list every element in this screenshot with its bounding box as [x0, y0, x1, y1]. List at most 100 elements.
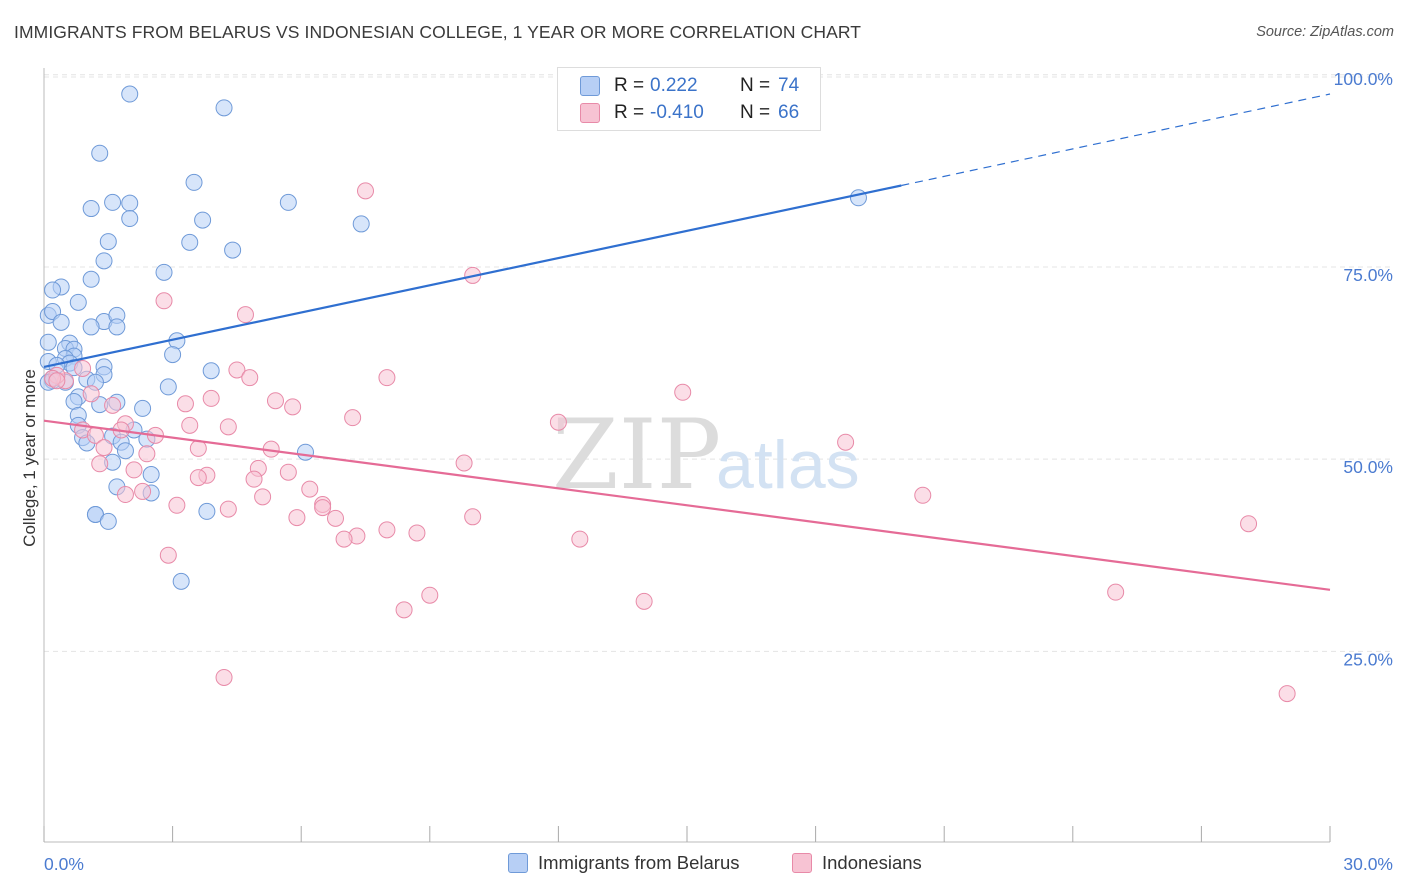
indonesian-point	[635, 592, 653, 610]
belarus-trend-line	[43, 184, 902, 368]
indonesian-point	[266, 392, 284, 410]
belarus-point	[39, 333, 57, 351]
indonesian-point	[1240, 515, 1258, 533]
belarus-point	[181, 233, 199, 251]
bottom-legend-label: Immigrants from Belarus	[538, 852, 740, 873]
belarus-point	[849, 189, 867, 207]
indonesian-point	[344, 409, 362, 427]
belarus-point	[159, 378, 177, 396]
indonesian-point	[395, 601, 413, 619]
pink-swatch-icon	[580, 103, 600, 123]
indonesian-point	[74, 359, 92, 377]
belarus-point	[296, 443, 314, 461]
belarus-point	[279, 193, 297, 211]
belarus-point	[91, 144, 109, 162]
belarus-point	[134, 399, 152, 417]
indonesian-point	[314, 499, 332, 517]
indonesian-trend-line	[43, 419, 1331, 591]
indonesian-point	[176, 395, 194, 413]
indonesian-point	[215, 668, 233, 686]
indonesian-point	[236, 306, 254, 324]
r-label: R =	[614, 102, 645, 123]
indonesian-point	[284, 398, 302, 416]
blue-swatch-icon	[508, 853, 528, 873]
indonesian-point	[837, 433, 855, 451]
belarus-point	[52, 313, 70, 331]
indonesian-point	[455, 454, 473, 472]
source-label: Source: ZipAtlas.com	[1256, 24, 1394, 40]
blue-swatch-icon	[580, 76, 600, 96]
bottom-legend-belarus: Immigrants from Belarus	[508, 852, 740, 874]
belarus-point	[164, 346, 182, 364]
watermark-atlas: atlas	[716, 427, 860, 503]
indonesian-point	[95, 439, 113, 457]
belarus-point	[224, 241, 242, 259]
belarus-point	[185, 173, 203, 191]
indonesian-point	[168, 496, 186, 514]
belarus-point	[172, 572, 190, 590]
belarus-point	[116, 442, 134, 460]
indonesian-point	[335, 530, 353, 548]
indonesian-point	[48, 372, 66, 390]
indonesian-point	[357, 182, 374, 200]
belarus-point	[202, 362, 220, 380]
indonesian-point	[104, 396, 122, 414]
belarus-point	[104, 193, 122, 211]
indonesian-point	[241, 369, 259, 387]
r-label: R =	[614, 75, 645, 96]
belarus-point	[82, 318, 100, 336]
indonesian-point	[1107, 583, 1125, 601]
y-tick-label: 75.0%	[1343, 265, 1393, 285]
indonesian-point	[202, 389, 220, 407]
pink-swatch-icon	[792, 853, 812, 873]
belarus-point	[142, 466, 160, 484]
bottom-legend-label: Indonesians	[822, 852, 922, 873]
belarus-point	[99, 512, 117, 530]
indonesian-point	[571, 530, 589, 548]
y-tick-label: 100.0%	[1334, 69, 1393, 89]
indonesian-point	[408, 524, 426, 542]
belarus-point	[198, 502, 216, 520]
watermark-zip: ZIP	[552, 399, 721, 511]
indonesian-point	[464, 508, 482, 526]
indonesian-point	[301, 480, 319, 498]
indonesian-point	[155, 292, 173, 310]
indonesian-point	[228, 361, 246, 379]
belarus-point	[352, 215, 370, 233]
belarus-point	[99, 233, 117, 251]
indonesian-point	[116, 486, 134, 504]
indonesian-point	[279, 463, 297, 481]
indonesian-point	[245, 470, 263, 488]
series-indonesians	[44, 182, 1296, 703]
indonesian-point	[125, 461, 143, 479]
y-tick-label: 50.0%	[1343, 457, 1393, 477]
indonesian-point	[1278, 685, 1296, 703]
indonesian-point	[326, 509, 344, 527]
chart-title: IMMIGRANTS FROM BELARUS VS INDONESIAN CO…	[14, 22, 862, 42]
x-tick-label: 30.0%	[1343, 854, 1393, 874]
n-value: 66	[778, 102, 800, 123]
y-axis-label: College, 1 year or more	[20, 369, 39, 547]
belarus-point	[108, 318, 126, 336]
legend-row-indonesians: R = -0.410 N = 66	[580, 100, 799, 126]
r-value: 0.222	[650, 75, 698, 96]
belarus-point	[155, 263, 173, 281]
legend-row-belarus: R = 0.222 N = 74	[580, 73, 799, 99]
y-tick-label: 25.0%	[1343, 649, 1393, 669]
n-label: N =	[740, 102, 771, 123]
indonesian-point	[254, 488, 272, 506]
belarus-point	[215, 99, 233, 117]
belarus-point	[121, 194, 139, 212]
indonesian-point	[134, 482, 152, 500]
n-value: 74	[778, 75, 800, 96]
belarus-point	[121, 210, 139, 228]
indonesian-point	[378, 521, 396, 539]
belarus-point	[194, 211, 212, 229]
indonesian-point	[378, 369, 396, 387]
indonesian-point	[181, 416, 199, 434]
indonesian-point	[674, 383, 692, 401]
belarus-point	[44, 281, 62, 299]
indonesian-point	[82, 385, 100, 403]
indonesian-point	[91, 455, 109, 473]
